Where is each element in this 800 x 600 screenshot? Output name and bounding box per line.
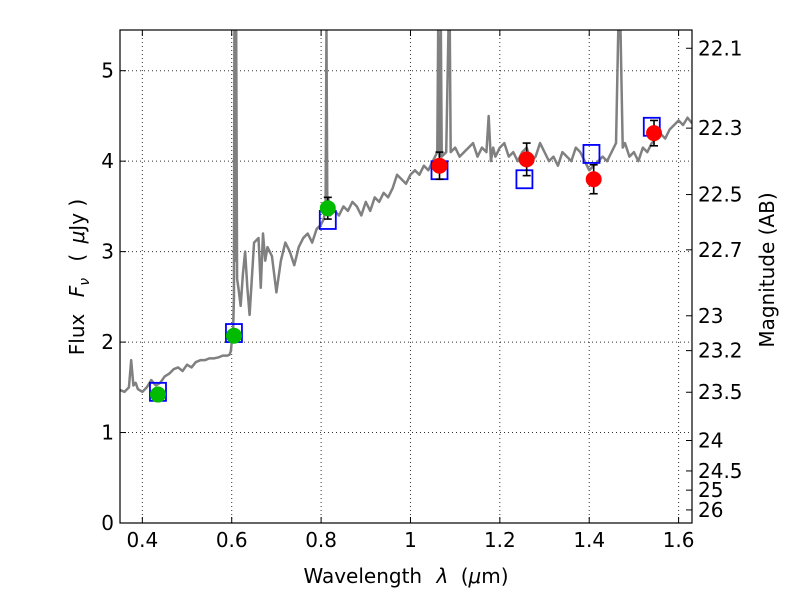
markers-layer [149,116,663,403]
y-tick-label: 3 [101,240,114,264]
y-axis-title-symbol: F [65,285,89,297]
x-tick-label: 1.6 [663,528,695,552]
grid [120,30,692,524]
y2-tick-label: 22.1 [698,36,743,60]
y2-tick-label: 26 [698,498,723,522]
x-tick-label: 1.4 [573,528,605,552]
x-axis-title-text: Wavelength [303,564,422,588]
y-axis-title: Flux Fν ( μJy ) [65,199,94,355]
red-observed-point [585,171,602,188]
plot-area [120,30,692,403]
y2-tick-label: 23.5 [698,380,743,404]
y-axis-title-unit-mu: μ [65,231,89,245]
y2-tick-label: 23 [698,304,723,328]
synthetic-square-marker [582,144,601,164]
y2-tick-label: 22.3 [698,116,743,140]
y2-tick-label: 22.7 [698,238,743,262]
x-tick-label: 0.4 [126,528,158,552]
y-tick-label: 0 [101,511,114,535]
y2-tick-label: 23.2 [698,339,743,363]
red-observed-point [431,157,448,174]
y-tick-label: 5 [101,59,114,83]
plot-frame [119,29,693,524]
y2-tick-label: 25 [698,478,723,502]
red-observed-point [518,151,535,168]
x-axis-title-symbol: λ [435,564,448,588]
y-tick-label: 2 [101,330,114,354]
y-axis-title-subscript: ν [77,278,93,286]
x-tick-label: 0.6 [216,528,248,552]
y2-tick-label: 24.5 [698,459,743,483]
spectrum-layer [120,30,692,394]
y2-tick-label: 22.5 [698,183,743,207]
synthetic-square-marker [515,169,534,190]
y-axis-title-text: Flux [65,313,89,355]
green-observed-point [225,327,242,344]
x-axis-title-unit-open: ( [461,564,469,588]
y2-tick-label: 24 [698,429,723,453]
green-observed-point [319,200,336,217]
spectrum-line [120,30,692,394]
y-axis-title-unit-rest: Jy ) [65,199,89,233]
x-axis-title-unit-mu: μ [468,564,482,588]
y-tick-label: 1 [101,421,114,445]
x-axis-title: Wavelength λ (μm) [303,564,508,588]
x-tick-label: 1 [404,528,417,552]
x-tick-label: 1.2 [484,528,516,552]
red-observed-point [646,125,663,142]
x-tick-label: 0.8 [305,528,337,552]
x-axis-title-unit-rest: m) [481,564,508,588]
y-axis-title-unit-open: ( [65,254,89,262]
y-tick-label: 4 [101,149,114,173]
green-observed-point [149,386,166,403]
y2-axis-title: Magnitude (AB) [755,192,779,347]
ticks: 0.4 0.6 0.8 1 1.2 1.4 1.601234522.122.322.522.… [101,30,743,552]
